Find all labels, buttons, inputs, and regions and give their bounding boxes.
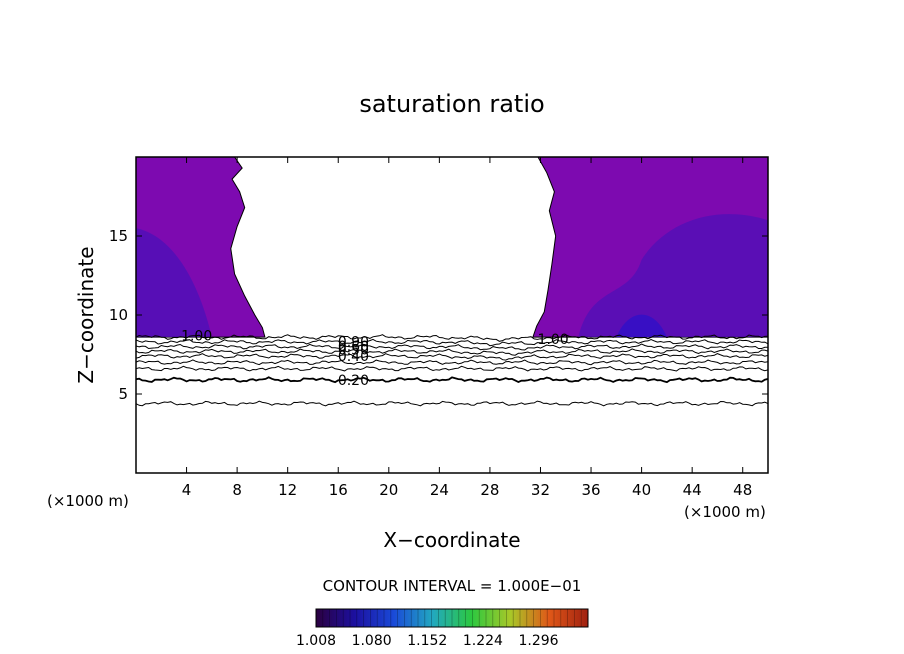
x-tick-label: 28 [480, 481, 499, 499]
x-tick-label: 44 [683, 481, 702, 499]
contour-label: 0.20 [338, 373, 369, 389]
contour-label: 1.00 [538, 332, 569, 348]
x-tick-label: 4 [182, 481, 192, 499]
colorbar-gradient [316, 609, 588, 627]
colorbar-bands [322, 609, 582, 627]
contour-line [136, 334, 768, 342]
x-tick-label: 20 [379, 481, 398, 499]
x-unit-left: (×1000 m) [47, 492, 129, 510]
contour-label: 1.00 [181, 328, 212, 344]
contour-labels: 1.00 1.00 0.900.600.500.40 0.20 [181, 328, 569, 389]
x-tick-label: 48 [733, 481, 752, 499]
x-tick-label: 16 [329, 481, 348, 499]
contour-line [136, 365, 768, 372]
x-tick-label: 8 [232, 481, 242, 499]
colorbar-tick-labels: 1.008 1.080 1.152 1.224 1.296 [296, 633, 559, 649]
contour-label: 0.40 [338, 349, 369, 365]
x-axis-ticks: 4 8 12 16 20 24 28 32 36 40 44 48 [182, 157, 752, 499]
x-tick-label: 24 [430, 481, 449, 499]
contour-interval-label: CONTOUR INTERVAL = 1.000E−01 [323, 577, 582, 595]
colorbar-tick-label: 1.152 [407, 633, 447, 649]
y-axis-label: Z−coordinate [74, 246, 98, 383]
contour-line [136, 348, 768, 356]
contour-label: 0.50 [338, 342, 369, 358]
x-tick-label: 32 [531, 481, 550, 499]
colorbar-frame [315, 608, 589, 628]
contour-label: 0.60 [338, 339, 369, 355]
colorbar: 1.008 1.080 1.152 1.224 1.296 [296, 608, 589, 649]
contour-line [136, 338, 768, 347]
colorbar-tick-label: 1.224 [463, 633, 503, 649]
contour-line [136, 359, 768, 366]
saturation-band-left [136, 228, 212, 338]
colorbar-tick-label: 1.296 [518, 633, 558, 649]
x-unit-right: (×1000 m) [684, 503, 766, 521]
saturation-band-right [578, 214, 768, 338]
x-axis-label: X−coordinate [383, 528, 520, 552]
chart-title: saturation ratio [359, 90, 544, 118]
contour-line [136, 376, 768, 384]
saturation-core-right [616, 314, 667, 338]
y-axis-ticks: 5 10 15 [109, 227, 768, 403]
y-tick-label: 15 [109, 227, 128, 245]
y-tick-label: 10 [109, 306, 128, 324]
contour-label: 0.90 [338, 335, 369, 351]
y-tick-label: 5 [118, 385, 128, 403]
colorbar-tick-label: 1.080 [352, 633, 392, 649]
x-tick-label: 12 [278, 481, 297, 499]
saturation-fill-regions [136, 157, 768, 338]
plot-area: 1.00 1.00 0.900.600.500.40 0.20 [136, 157, 768, 407]
x-tick-label: 40 [632, 481, 651, 499]
contour-line [136, 400, 768, 407]
colorbar-tick-label: 1.008 [296, 633, 336, 649]
contour-line [136, 353, 768, 361]
contour-line [136, 343, 768, 351]
x-tick-label: 36 [581, 481, 600, 499]
contour-lines [136, 334, 768, 407]
